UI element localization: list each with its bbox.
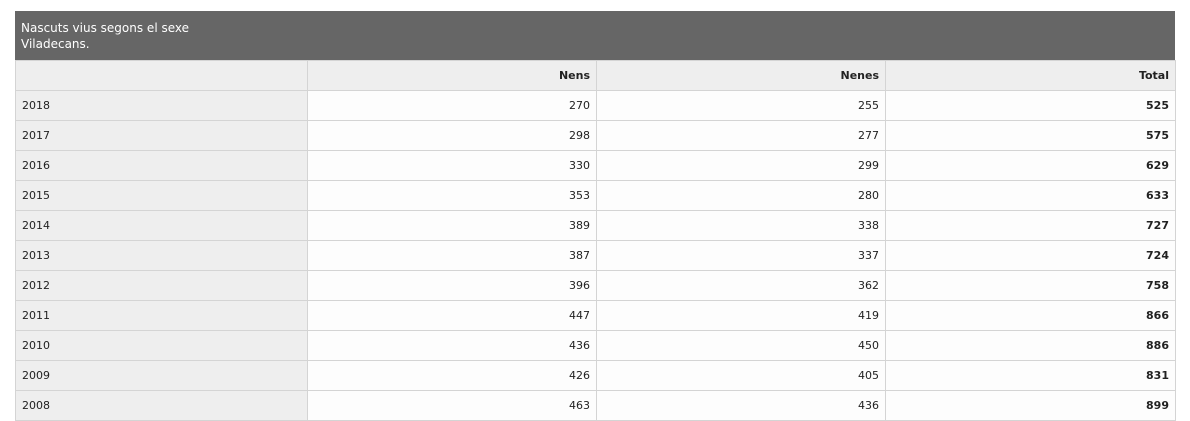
cell-nens: 389 (307, 210, 597, 241)
cell-nens: 396 (307, 270, 597, 301)
cell-total: 866 (885, 300, 1176, 331)
cell-nenes: 299 (596, 150, 886, 181)
header-total: Total (885, 60, 1176, 91)
cell-nens: 330 (307, 150, 597, 181)
caption-title: Nascuts vius segons el sexe (21, 21, 189, 35)
cell-nenes: 338 (596, 210, 886, 241)
table-row: 2014 389 338 727 (15, 210, 1176, 241)
cell-year: 2013 (15, 240, 308, 271)
cell-year: 2017 (15, 120, 308, 151)
cell-year: 2014 (15, 210, 308, 241)
table-row: 2013 387 337 724 (15, 240, 1176, 271)
cell-nens: 463 (307, 390, 597, 421)
cell-nens: 436 (307, 330, 597, 361)
cell-nenes: 255 (596, 90, 886, 121)
cell-total: 886 (885, 330, 1176, 361)
cell-nens: 298 (307, 120, 597, 151)
cell-nenes: 362 (596, 270, 886, 301)
cell-year: 2012 (15, 270, 308, 301)
cell-nenes: 450 (596, 330, 886, 361)
cell-nenes: 419 (596, 300, 886, 331)
cell-nens: 447 (307, 300, 597, 331)
table-row: 2009 426 405 831 (15, 360, 1176, 391)
cell-total: 831 (885, 360, 1176, 391)
header-row: Nens Nenes Total (15, 60, 1176, 91)
cell-year: 2010 (15, 330, 308, 361)
cell-year: 2016 (15, 150, 308, 181)
cell-total: 899 (885, 390, 1176, 421)
cell-nenes: 277 (596, 120, 886, 151)
table-row: 2018 270 255 525 (15, 90, 1176, 121)
caption-subtitle: Viladecans. (21, 37, 90, 51)
cell-year: 2008 (15, 390, 308, 421)
cell-nens: 387 (307, 240, 597, 271)
header-nens: Nens (307, 60, 597, 91)
cell-total: 629 (885, 150, 1176, 181)
cell-nenes: 436 (596, 390, 886, 421)
cell-total: 633 (885, 180, 1176, 211)
table-row: 2008 463 436 899 (15, 390, 1176, 421)
header-year (15, 60, 308, 91)
cell-year: 2018 (15, 90, 308, 121)
cell-nens: 426 (307, 360, 597, 391)
cell-total: 525 (885, 90, 1176, 121)
table-row: 2017 298 277 575 (15, 120, 1176, 151)
cell-nenes: 405 (596, 360, 886, 391)
cell-nens: 270 (307, 90, 597, 121)
cell-nenes: 337 (596, 240, 886, 271)
table-row: 2011 447 419 866 (15, 300, 1176, 331)
cell-year: 2011 (15, 300, 308, 331)
table-row: 2015 353 280 633 (15, 180, 1176, 211)
header-nenes: Nenes (596, 60, 886, 91)
cell-total: 724 (885, 240, 1176, 271)
births-table-container: Nascuts vius segons el sexe Viladecans. … (15, 11, 1176, 421)
cell-total: 727 (885, 210, 1176, 241)
table-row: 2016 330 299 629 (15, 150, 1176, 181)
births-table: Nens Nenes Total 2018 270 255 525 2017 298 277… (15, 60, 1176, 421)
cell-total: 575 (885, 120, 1176, 151)
cell-year: 2015 (15, 180, 308, 211)
cell-nenes: 280 (596, 180, 886, 211)
table-row: 2010 436 450 886 (15, 330, 1176, 361)
table-row: 2012 396 362 758 (15, 270, 1176, 301)
cell-total: 758 (885, 270, 1176, 301)
cell-year: 2009 (15, 360, 308, 391)
table-caption: Nascuts vius segons el sexe Viladecans. (15, 11, 1175, 60)
cell-nens: 353 (307, 180, 597, 211)
